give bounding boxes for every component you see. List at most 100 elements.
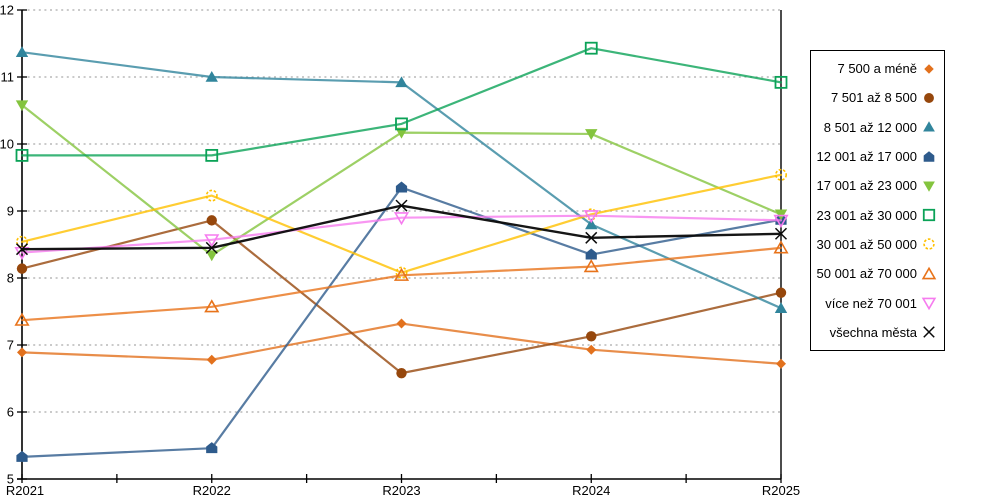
pentagon-filled-icon-shape — [923, 150, 935, 162]
triangle-down-filled-marker — [585, 129, 598, 140]
circle-filled-icon-shape — [924, 92, 934, 103]
series-line-7 — [20, 246, 783, 322]
circle-filled-marker — [586, 331, 597, 342]
triangle-down-open-marker — [204, 234, 220, 248]
triangle-up-filled-marker — [395, 76, 408, 88]
diamond-filled-icon-shape — [924, 63, 934, 74]
triangle-up-open-marker — [773, 240, 789, 254]
y-tick-label: 7 — [7, 338, 14, 353]
diamond-filled-marker — [776, 358, 786, 369]
triangle-down-open-marker — [393, 212, 410, 226]
triangle-up-filled-icon-shape — [923, 121, 935, 132]
x-tick-label: R2023 — [382, 483, 420, 498]
x-icon — [923, 326, 935, 339]
x-marker — [774, 227, 788, 240]
square-open-icon — [922, 209, 936, 222]
x-tick-label: R2021 — [6, 483, 44, 498]
square-open-icon-shape — [922, 209, 936, 222]
triangle-up-open-marker — [14, 312, 30, 326]
circle-filled-icon — [924, 92, 934, 103]
triangle-up-open-icon-shape — [921, 266, 937, 280]
triangle-up-filled-marker — [15, 46, 29, 58]
series-line-5 — [20, 47, 783, 157]
pentagon-filled-marker — [585, 248, 597, 260]
x-marker — [585, 231, 598, 244]
legend-label: 8 501 až 12 000 — [823, 119, 917, 135]
legend-item-7: 50 001 až 70 000 — [813, 261, 938, 287]
circle-filled-marker — [396, 367, 407, 379]
triangle-up-filled-icon — [923, 121, 935, 132]
square-open-marker — [774, 75, 788, 89]
diamond-filled-icon — [924, 63, 934, 74]
triangle-up-open-icon — [921, 266, 937, 280]
pentagon-filled-marker — [16, 450, 28, 462]
diamond-filled-marker — [206, 354, 217, 365]
legend-item-2: 8 501 až 12 000 — [813, 114, 938, 140]
circle-open-icon — [923, 238, 935, 251]
triangle-down-filled-marker — [15, 100, 29, 112]
triangle-down-open-icon — [921, 297, 937, 311]
legend-item-4: 17 001 až 23 000 — [813, 173, 938, 199]
circle-filled-marker — [206, 215, 217, 226]
diamond-filled-marker — [396, 318, 407, 329]
circle-open-marker — [395, 266, 408, 279]
legend-label: všechna města — [829, 324, 917, 340]
legend-label: více než 70 001 — [825, 295, 917, 311]
x-tick-label: R2025 — [762, 483, 800, 498]
circle-filled-marker — [775, 287, 787, 298]
pentagon-filled-icon — [923, 150, 935, 162]
triangle-down-filled-marker — [395, 127, 408, 139]
triangle-down-open-icon-shape — [921, 297, 937, 311]
legend-label: 7 500 a méně — [837, 61, 917, 77]
legend-label: 17 001 až 23 000 — [816, 178, 917, 194]
y-tick-label: 6 — [7, 405, 14, 420]
circle-filled-marker — [16, 263, 28, 274]
legend-label: 12 001 až 17 000 — [816, 149, 917, 165]
legend: 7 500 a méně 7 501 až 8 500 8 501 až 12 00… — [810, 50, 945, 351]
diamond-filled-marker — [17, 347, 27, 358]
circle-open-icon-shape — [923, 238, 935, 251]
triangle-down-open-marker — [583, 210, 599, 224]
circle-open-marker — [585, 208, 598, 221]
legend-label: 50 001 až 70 000 — [816, 266, 917, 282]
y-tick-label: 9 — [7, 204, 14, 219]
triangle-down-filled-marker — [205, 250, 218, 262]
y-tick-label: 12 — [0, 3, 14, 18]
triangle-up-open-marker — [204, 299, 220, 313]
series-line-6 — [20, 173, 783, 274]
circle-open-marker — [774, 168, 787, 181]
square-open-marker — [584, 41, 598, 55]
triangle-down-filled-icon-shape — [923, 181, 935, 192]
pentagon-filled-marker — [395, 181, 408, 193]
y-tick-label: 11 — [1, 70, 15, 85]
y-tick-label: 8 — [7, 271, 14, 286]
triangle-up-filled-marker — [774, 302, 788, 313]
legend-item-8: více než 70 001 — [813, 290, 938, 316]
legend-item-9: všechna města — [813, 319, 938, 345]
legend-item-1: 7 501 až 8 500 — [813, 85, 938, 111]
series-line-1 — [20, 219, 783, 375]
legend-label: 7 501 až 8 500 — [830, 90, 917, 106]
pentagon-filled-marker — [206, 442, 218, 454]
circle-open-marker — [205, 189, 218, 202]
y-tick-label: 10 — [0, 137, 14, 152]
legend-item-6: 30 001 až 50 000 — [813, 231, 938, 257]
diamond-filled-marker — [586, 344, 597, 355]
legend-item-3: 12 001 až 17 000 — [813, 144, 938, 170]
square-open-marker — [205, 148, 219, 162]
triangle-up-filled-marker — [585, 218, 598, 230]
x-marker — [395, 199, 408, 212]
triangle-up-open-marker — [583, 259, 599, 273]
series-line-0 — [20, 322, 783, 365]
x-icon-shape — [923, 326, 935, 339]
x-marker — [15, 243, 29, 256]
x-marker — [205, 241, 218, 254]
square-open-marker — [395, 117, 408, 131]
series-line-8 — [20, 214, 783, 254]
legend-label: 23 001 až 30 000 — [816, 207, 917, 223]
square-open-marker — [15, 148, 29, 162]
legend-item-5: 23 001 až 30 000 — [813, 202, 938, 228]
y-tick-label: 5 — [7, 472, 14, 487]
series-line-4 — [20, 104, 783, 257]
